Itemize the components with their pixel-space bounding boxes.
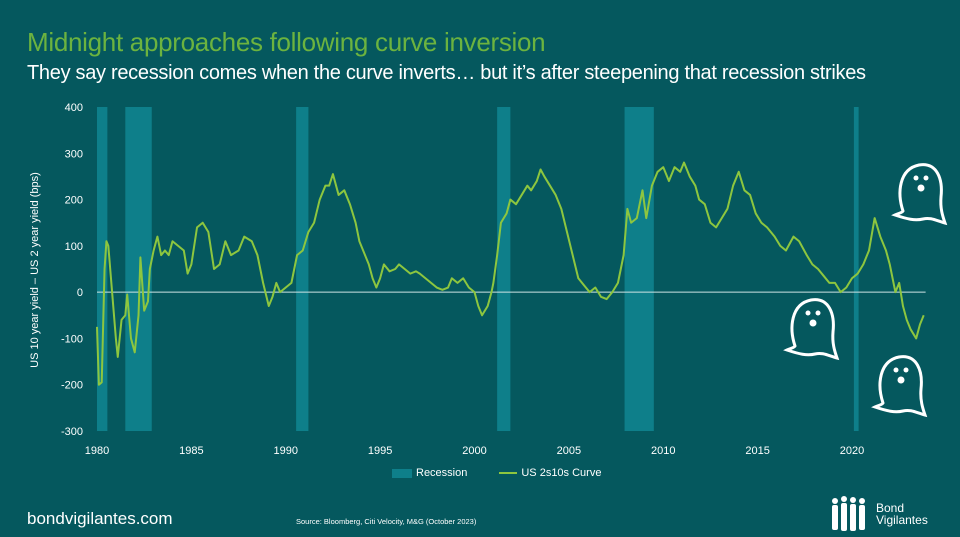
recession-band — [853, 107, 859, 431]
legend-swatch-curve — [499, 472, 518, 474]
people-silhouette-icon — [832, 496, 865, 531]
y-tick-label: 0 — [77, 287, 83, 299]
y-tick-label: 200 — [65, 195, 83, 207]
ghost-icon — [891, 163, 948, 226]
logo-text-2: Vigilantes — [876, 513, 928, 527]
chart-subtitle: They say recession comes when the curve … — [27, 62, 866, 84]
ghosts — [783, 163, 948, 418]
recession-bands — [97, 107, 859, 431]
x-tick-label: 2020 — [840, 445, 864, 457]
x-tick-label: 2000 — [462, 445, 486, 457]
legend-label-curve: US 2s10s Curve — [521, 467, 602, 479]
legend-label-recession: Recession — [416, 467, 468, 479]
x-tick-label: 1980 — [85, 445, 109, 457]
source-note: Source: Bloomberg, Citi Velocity, M&G (O… — [296, 517, 477, 526]
x-tick-label: 2005 — [557, 445, 581, 457]
recession-band — [296, 107, 309, 431]
x-tick-label: 1985 — [179, 445, 203, 457]
recession-band — [624, 107, 654, 431]
recession-band — [125, 107, 152, 431]
y-tick-label: -200 — [61, 380, 83, 392]
y-tick-label: 300 — [65, 148, 83, 160]
legend: Recession US 2s10s Curve — [392, 467, 601, 479]
bond-vigilantes-logo: Bond Vigilantes — [830, 496, 928, 532]
x-tick-label: 2015 — [745, 445, 769, 457]
recession-band — [97, 107, 108, 431]
legend-swatch-recession — [392, 468, 412, 478]
x-tick-label: 2010 — [651, 445, 675, 457]
y-tick-label: -300 — [61, 426, 83, 438]
y-tick-label: 400 — [65, 102, 83, 114]
logo-text-1: Bond — [876, 501, 905, 515]
ghost-icon — [783, 298, 840, 361]
chart-title: Midnight approaches following curve inve… — [27, 27, 546, 57]
x-tick-label: 1990 — [274, 445, 298, 457]
y-tick-label: 100 — [65, 241, 83, 253]
website-link[interactable]: bondvigilantes.com — [27, 509, 173, 528]
y-tick-label: -100 — [61, 333, 83, 345]
recession-band — [497, 107, 511, 431]
ghost-icon — [871, 355, 928, 418]
x-tick-label: 1995 — [368, 445, 392, 457]
curve-line — [96, 161, 925, 386]
